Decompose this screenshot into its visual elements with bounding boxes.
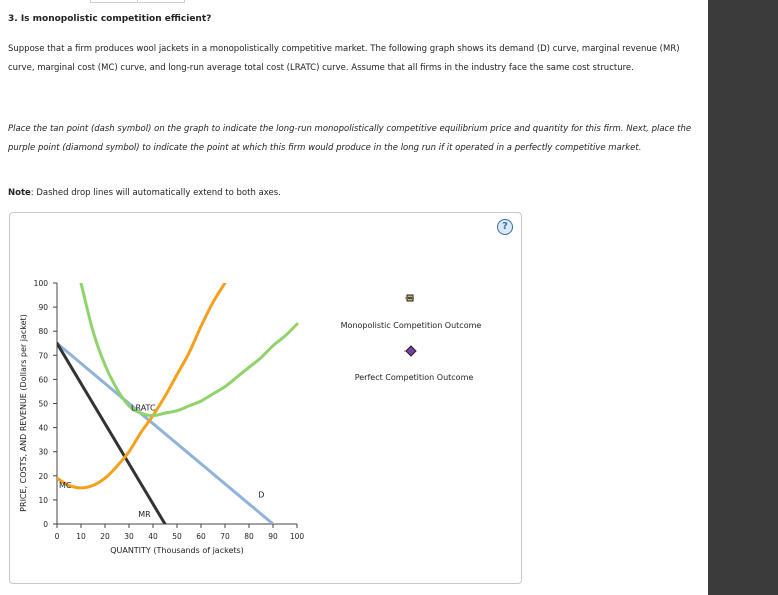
x-tick-label: 80 xyxy=(244,532,254,541)
legend-label-perfect: Perfect Competition Outcome xyxy=(355,373,474,382)
help-icon[interactable]: ? xyxy=(497,219,513,235)
question-title: 3. Is monopolistic competition efficient… xyxy=(8,14,212,24)
x-tick-label: 90 xyxy=(268,532,278,541)
curve-label-mc: MC xyxy=(59,481,72,490)
legend-label-monopolistic: Monopolistic Competition Outcome xyxy=(341,321,482,330)
curve-label-lratc: LRATC xyxy=(131,404,156,413)
curve-label-d: D xyxy=(258,490,264,499)
marginal-revenue-curve xyxy=(57,341,167,524)
demand-curve xyxy=(57,341,275,524)
top-tab[interactable] xyxy=(137,0,185,3)
x-tick-label: 30 xyxy=(124,532,134,541)
lratc-curve xyxy=(79,283,299,418)
x-tick-label: 20 xyxy=(100,532,110,541)
question-intro: Suppose that a firm produces wool jacket… xyxy=(8,44,680,73)
y-tick-label: 60 xyxy=(38,375,48,384)
marginal-cost-curve xyxy=(57,283,227,490)
plot-layer: 0 10 20 30 40 50 60 70 80 90 100 0 10 20 30 40 50 60 70 80 9… xyxy=(34,279,305,541)
curve-label-mr: MR xyxy=(138,510,151,519)
x-axis-title: QUANTITY (Thousands of jackets) xyxy=(110,546,244,555)
y-tick-label: 70 xyxy=(38,351,48,360)
x-tick-label: 10 xyxy=(76,532,86,541)
question-instructions: Place the tan point (dash symbol) on the… xyxy=(8,124,692,153)
legend: Monopolistic Competition Outcome Perfect… xyxy=(341,294,482,382)
x-tick-label: 60 xyxy=(196,532,206,541)
y-tick-label: 10 xyxy=(38,496,48,505)
y-tick-label: 40 xyxy=(38,424,48,433)
graph-panel: ? 0 10 20 30 40 50 60 70 80 90 100 0 10 20 30 40 50 60 70 8… xyxy=(9,212,522,584)
note-text: : Dashed drop lines will automatically e… xyxy=(30,188,281,198)
x-tick-label: 40 xyxy=(148,532,158,541)
y-tick-label: 20 xyxy=(38,472,48,481)
x-tick-label: 100 xyxy=(290,532,305,541)
graph-svg[interactable]: 0 10 20 30 40 50 60 70 80 90 100 0 10 20 30 40 50 60 70 80 9… xyxy=(10,213,521,583)
y-tick-label: 80 xyxy=(38,327,48,336)
y-tick-label: 50 xyxy=(38,400,48,409)
x-tick-label: 50 xyxy=(172,532,182,541)
note-line: Note: Dashed drop lines will automatical… xyxy=(8,184,698,203)
x-tick-label: 0 xyxy=(55,532,60,541)
note-label: Note xyxy=(8,188,31,198)
y-tick-label: 0 xyxy=(43,520,48,529)
diamond-icon[interactable] xyxy=(404,345,417,357)
side-scroll-panel[interactable] xyxy=(708,0,778,595)
y-tick-label: 90 xyxy=(38,303,48,312)
top-tab[interactable] xyxy=(90,0,138,3)
y-tick-label: 30 xyxy=(38,448,48,457)
dash-icon[interactable] xyxy=(405,294,415,302)
y-tick-label: 100 xyxy=(34,279,49,288)
x-tick-label: 70 xyxy=(220,532,230,541)
question-area: 3. Is monopolistic competition efficient… xyxy=(8,0,698,584)
y-axis-title: PRICE, COSTS, AND REVENUE (Dollars per j… xyxy=(19,314,28,512)
